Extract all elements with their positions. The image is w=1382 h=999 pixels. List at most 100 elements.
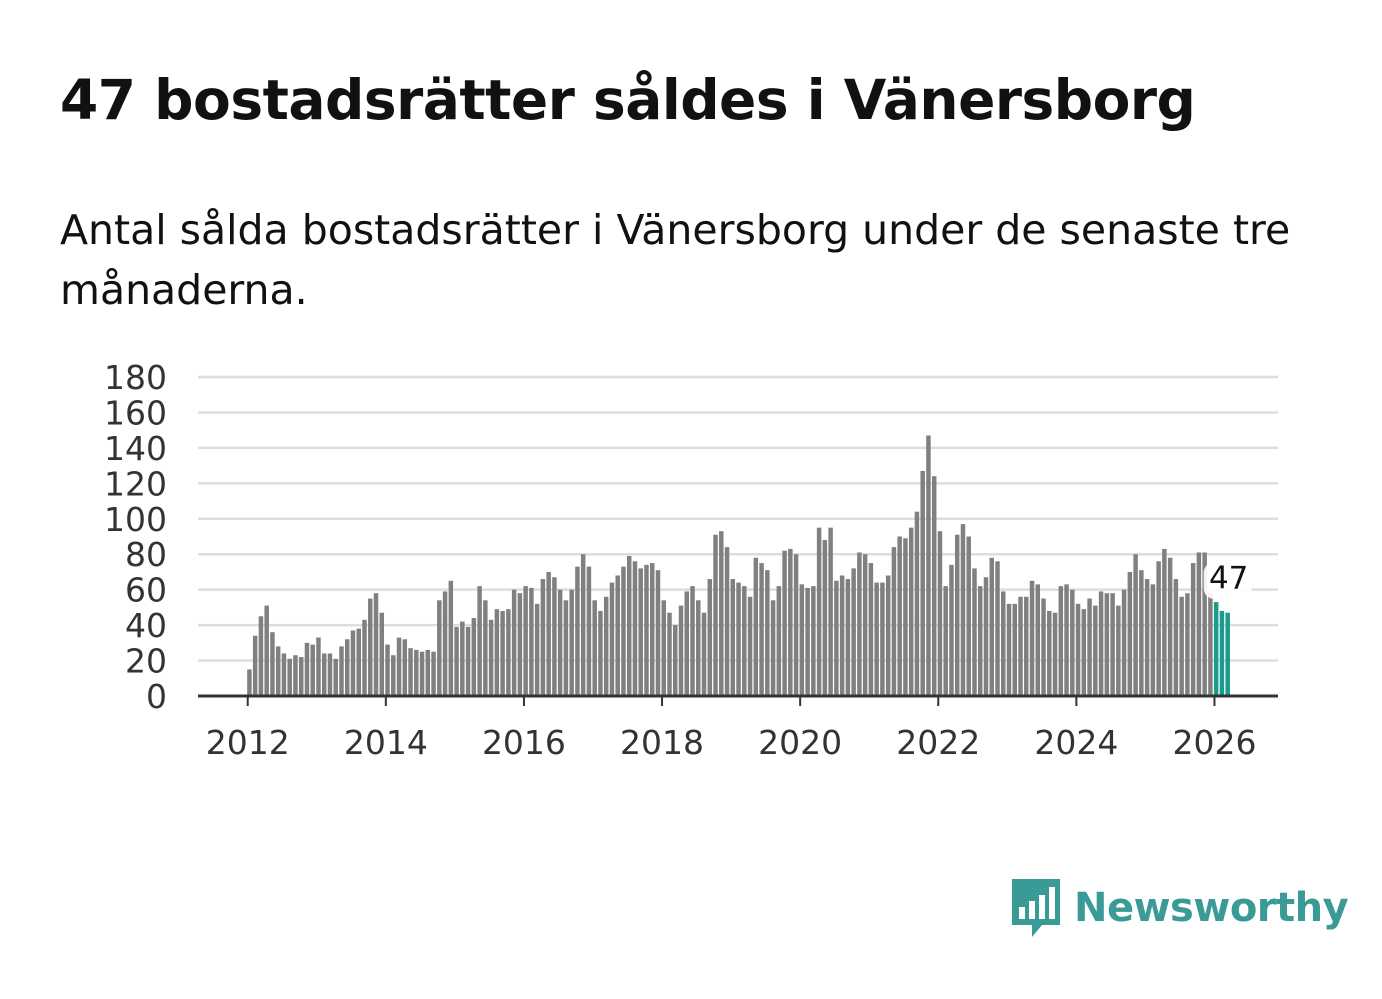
bar: [1104, 593, 1110, 696]
bar: [465, 626, 471, 696]
bar: [385, 644, 390, 696]
bar-highlight: [1219, 610, 1225, 696]
bar: [655, 570, 661, 696]
annotation-background: [1203, 562, 1252, 599]
bar: [880, 582, 885, 696]
bar: [1070, 589, 1075, 696]
bar: [1047, 610, 1052, 696]
bar: [275, 646, 281, 696]
bar: [793, 554, 799, 696]
bar: [977, 586, 983, 696]
bar: [1064, 584, 1069, 696]
bar: [1156, 561, 1161, 696]
bar: [908, 527, 914, 696]
bar: [477, 586, 482, 696]
bar: [1127, 571, 1133, 696]
bar: [868, 563, 874, 696]
bar: [730, 579, 736, 696]
bar: [799, 584, 805, 696]
bar: [1150, 584, 1156, 696]
bar: [747, 596, 753, 696]
bar: [1093, 605, 1098, 696]
bar: [667, 612, 672, 696]
bar: [523, 586, 528, 696]
bar: [327, 653, 333, 696]
bar: [511, 589, 517, 696]
bar: [885, 575, 891, 696]
bar: [1144, 579, 1150, 696]
bar: [851, 568, 856, 696]
bar: [770, 600, 776, 696]
bar: [816, 527, 822, 696]
y-tick-label: 80: [125, 535, 167, 574]
last-value-annotation: 47: [1203, 561, 1252, 599]
bar: [776, 586, 782, 696]
bar: [788, 548, 793, 696]
bar: [949, 564, 954, 696]
bar: [471, 618, 477, 696]
bar: [546, 571, 551, 696]
bar: [1058, 586, 1064, 696]
bars: [247, 435, 1230, 696]
bar: [258, 616, 264, 696]
bar: [684, 591, 690, 696]
bar: [805, 587, 810, 696]
bar: [828, 527, 833, 696]
bar: [1035, 584, 1041, 696]
bar: [592, 600, 597, 696]
bar: [431, 651, 436, 696]
bar: [891, 547, 897, 696]
bar: [782, 550, 787, 696]
bar: [696, 600, 701, 696]
bar: [1052, 612, 1058, 696]
bar: [1012, 603, 1018, 696]
bar: [454, 626, 459, 696]
bar: [298, 657, 304, 696]
bar: [995, 561, 1000, 696]
bar: [966, 536, 971, 696]
bar: [874, 582, 879, 696]
bar: [1162, 548, 1167, 696]
bar: [396, 637, 402, 696]
last-value-label: 47: [1209, 561, 1248, 597]
y-tick-label: 100: [104, 500, 167, 539]
bar: [862, 554, 868, 696]
x-tick-label: 2024: [1034, 723, 1118, 762]
bar: [822, 540, 828, 696]
bar: [540, 579, 546, 696]
bar: [753, 557, 759, 696]
bar: [920, 470, 925, 696]
bar: [1041, 598, 1046, 696]
bar: [362, 619, 367, 696]
bar: [287, 658, 292, 696]
bar: [897, 536, 902, 696]
bar: [252, 635, 258, 696]
bar: [419, 651, 425, 696]
y-tick-label: 160: [104, 393, 167, 432]
bar: [811, 586, 816, 696]
bar: [1018, 596, 1023, 696]
bar: [626, 555, 632, 696]
bar: [529, 587, 534, 696]
bar: [1173, 579, 1179, 696]
chart-title: 47 bostadsrätter såldes i Vänersborg: [60, 68, 1196, 132]
bar: [494, 609, 500, 696]
bar: [1029, 580, 1035, 696]
bar-highlight: [1225, 612, 1230, 696]
bar: [649, 563, 655, 696]
bar: [1202, 552, 1207, 696]
bar: [391, 655, 396, 696]
bar: [632, 561, 638, 696]
bar: [517, 593, 523, 696]
bar: [460, 621, 465, 696]
brand-name: Newsworthy: [1074, 885, 1349, 931]
bar: [506, 609, 511, 696]
bar: [834, 580, 839, 696]
bar: [264, 605, 269, 696]
bar: [937, 531, 943, 696]
bar-chart-speech-bubble-icon: [1012, 879, 1060, 937]
x-tick-label: 2020: [758, 723, 842, 762]
bar: [442, 591, 448, 696]
bar: [598, 610, 603, 696]
bar: [1179, 596, 1184, 696]
